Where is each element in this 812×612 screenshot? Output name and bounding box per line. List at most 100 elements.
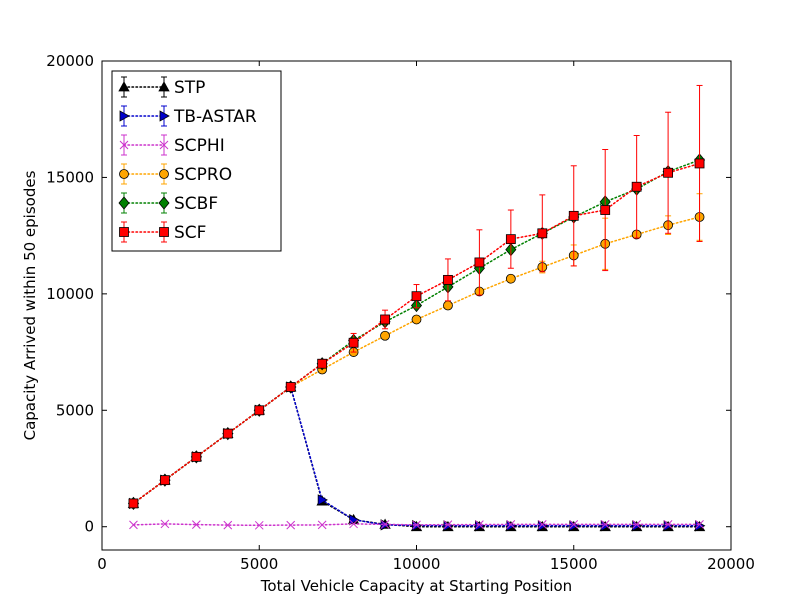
legend-label: STP [174, 78, 205, 98]
data-point [223, 520, 233, 530]
marker-stroke [129, 520, 138, 530]
legend: STP TB-ASTAR SCPHI SCPRO SCBF SCF [111, 70, 282, 252]
y-tick-label: 10000 [46, 285, 94, 303]
x-tick-label: 15000 [550, 555, 598, 573]
marker-stroke [160, 519, 170, 529]
data-point [317, 358, 328, 369]
data-point [254, 520, 264, 530]
data-point [411, 291, 422, 302]
marker-stroke [443, 520, 453, 529]
data-point [600, 205, 611, 215]
x-tick-label: 20000 [707, 555, 755, 573]
data-point [663, 520, 673, 529]
marker-stroke [695, 520, 704, 529]
x-tick-label: 10000 [393, 555, 441, 573]
data-point [600, 520, 610, 529]
marker-stroke [191, 520, 201, 529]
marker-stroke [349, 519, 358, 529]
legend-entry: STP [118, 76, 205, 98]
data-point [695, 520, 704, 529]
data-point [380, 330, 390, 341]
x-tick-label: 5000 [240, 555, 278, 573]
data-point [443, 520, 453, 529]
legend-entry: SCBF [118, 192, 218, 214]
legend-marker [159, 169, 169, 179]
legend-label: SCBF [174, 194, 218, 214]
data-point [537, 228, 548, 239]
marker-stroke [159, 140, 169, 150]
ticks: 0 5000 10000 15000 20000 0 5000 10000 15000 20000 [46, 52, 755, 573]
marker-stroke [569, 520, 579, 529]
data-point [349, 519, 358, 529]
legend-entry: SCPRO [119, 163, 232, 185]
data-point [254, 405, 265, 416]
data-point [222, 428, 233, 439]
legend-marker [119, 140, 129, 150]
y-tick-label: 5000 [56, 401, 94, 419]
data-point [631, 181, 642, 192]
data-point [443, 300, 453, 311]
data-point [348, 337, 359, 348]
data-point [694, 158, 705, 169]
marker-stroke [380, 520, 390, 529]
data-point [159, 475, 170, 486]
marker-stroke [475, 520, 484, 529]
marker-stroke [506, 520, 516, 529]
data-point [443, 274, 453, 285]
marker-stroke [632, 520, 642, 529]
legend-marker [159, 110, 170, 122]
y-tick-label: 20000 [46, 52, 94, 70]
data-point [160, 519, 170, 529]
legend-marker [119, 169, 129, 179]
series-scphi [129, 519, 704, 530]
data-point [474, 257, 485, 268]
data-point [380, 314, 390, 325]
data-point [380, 520, 390, 529]
marker-stroke [600, 520, 610, 529]
marker-stroke [119, 140, 129, 150]
data-point [412, 520, 421, 530]
legend-marker [158, 81, 170, 92]
legend-entry: SCF [119, 221, 206, 243]
marker-stroke [223, 520, 233, 530]
data-point [129, 520, 138, 530]
legend-entry: TB-ASTAR [119, 105, 257, 127]
legend-box [111, 70, 282, 252]
data-point [317, 520, 327, 530]
legend-marker [159, 140, 169, 150]
marker-stroke [317, 520, 327, 530]
legend-label: SCF [174, 223, 206, 243]
marker-stroke [254, 520, 264, 530]
marker-stroke [286, 520, 296, 530]
legend-marker [118, 196, 130, 210]
data-point [128, 498, 139, 509]
data-point [569, 520, 579, 529]
series-scf [128, 84, 705, 509]
legend-label: TB-ASTAR [173, 107, 257, 127]
data-point [317, 494, 328, 506]
data-point [505, 273, 516, 284]
legend-marker [158, 196, 170, 210]
legend-marker [118, 81, 130, 92]
data-point [285, 382, 296, 392]
marker-stroke [663, 520, 673, 529]
marker-stroke [412, 520, 421, 530]
data-point [632, 520, 642, 529]
data-point [568, 210, 579, 221]
y-tick-label: 0 [84, 518, 94, 536]
marker-stroke [537, 520, 547, 529]
x-axis-label: Total Vehicle Capacity at Starting Posit… [260, 577, 572, 595]
legend-marker [159, 227, 169, 237]
y-axis-label: Capacity Arrived within 50 episodes [21, 170, 39, 440]
legend-entry: SCPHI [119, 134, 225, 156]
y-tick-label: 15000 [46, 168, 94, 186]
x-tick-label: 0 [97, 555, 107, 573]
data-point [411, 314, 422, 325]
data-point [537, 520, 547, 529]
legend-label: SCPHI [174, 136, 225, 156]
legend-marker [119, 110, 130, 122]
data-point [506, 520, 516, 529]
data-point [286, 520, 296, 530]
legend-label: SCPRO [174, 165, 232, 185]
